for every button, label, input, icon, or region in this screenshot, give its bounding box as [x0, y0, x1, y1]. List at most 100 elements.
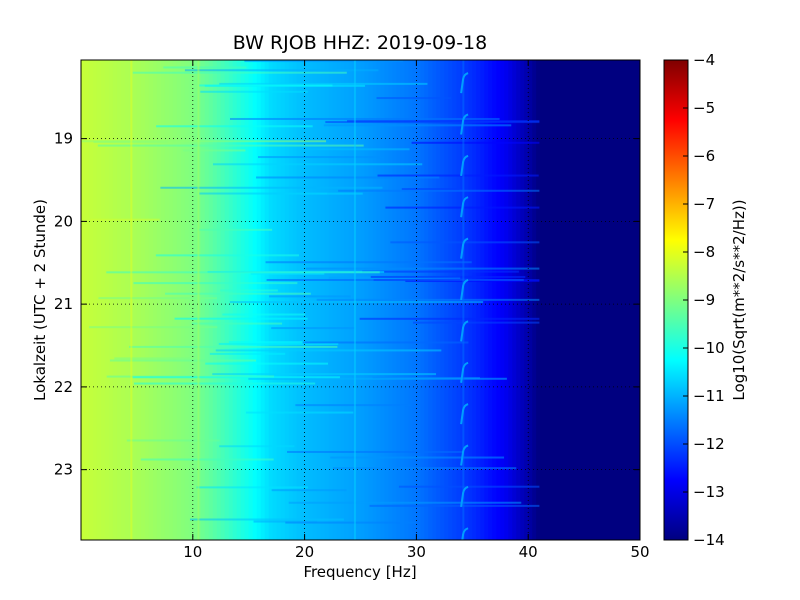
spectrogram-column — [632, 60, 637, 540]
x-tick-label: 20 — [295, 543, 314, 561]
spectrogram-column — [312, 60, 318, 540]
spectrogram-streak — [114, 357, 190, 360]
recurring-feature — [460, 113, 469, 135]
spectrogram-column — [160, 60, 166, 540]
spectrogram-streak — [156, 125, 313, 128]
spectrogram-streak — [316, 298, 540, 301]
spectrogram-streak — [140, 458, 274, 461]
spectrogram-streak — [97, 144, 364, 147]
spectrogram-column — [216, 60, 222, 540]
y-tick-label: 21 — [54, 295, 73, 313]
spectrogram-column — [564, 60, 569, 540]
spectrogram-column — [620, 60, 625, 540]
spectrogram-column — [596, 60, 601, 540]
spectrogram-column — [124, 60, 130, 540]
recurring-feature — [460, 485, 469, 508]
spectrogram-column — [232, 60, 238, 540]
spectrogram-column — [136, 60, 142, 540]
spectrogram-streak — [184, 69, 379, 72]
spectrogram-streak — [199, 192, 327, 195]
spectrogram-column — [584, 60, 589, 540]
spectrogram-streak — [132, 71, 347, 74]
spectrogram-streak — [196, 486, 308, 489]
grid-lines — [81, 60, 640, 540]
spectrogram-column — [264, 60, 270, 540]
spectrogram-column — [156, 60, 162, 540]
spectrogram-streak — [213, 163, 423, 166]
spectrogram-streak — [174, 317, 308, 320]
spectrogram-column — [636, 60, 640, 540]
spectrogram-streak — [222, 313, 306, 316]
spectral-line — [353, 60, 356, 540]
spectrogram-streak — [82, 140, 327, 143]
spectrogram-streak — [338, 189, 540, 192]
spectrogram-column — [552, 60, 557, 540]
spectrogram-streak — [288, 501, 522, 504]
spectrogram-column — [588, 60, 593, 540]
spectrogram-streak — [405, 280, 540, 283]
spectrogram-column — [228, 60, 234, 540]
spectrogram-streak — [209, 352, 286, 355]
spectrogram-streak — [332, 467, 517, 470]
spectrogram-streak — [229, 117, 500, 120]
colorbar-tick-label: −9 — [693, 291, 715, 309]
spectrogram-column — [112, 60, 118, 540]
recurring-feature — [460, 154, 469, 177]
x-axis-ticks: 10 20 30 40 50 — [183, 60, 650, 561]
spectrogram-streak — [219, 445, 295, 448]
spectrogram-column — [280, 60, 286, 540]
spectrogram-streak — [212, 373, 437, 376]
spectrogram-column — [560, 60, 565, 540]
spectrogram-column — [208, 60, 214, 540]
recurring-feature — [460, 403, 469, 425]
spectrogram-streak — [200, 90, 308, 93]
spectrogram-column — [300, 60, 306, 540]
spectrogram-column — [288, 60, 294, 540]
spectrogram-column — [120, 60, 126, 540]
spectrogram-column — [600, 60, 605, 540]
y-axis-label: Lokalzeit (UTC + 2 Stunde) — [31, 199, 49, 401]
spectrogram-column — [152, 60, 158, 540]
spectrogram-column — [276, 60, 282, 540]
colorbar-tick-label: −6 — [693, 147, 715, 165]
spectrogram-streak — [218, 342, 339, 345]
spectrogram-column — [108, 60, 114, 540]
spectrogram-streak — [401, 188, 460, 191]
spectrogram-column — [100, 60, 106, 540]
spectrogram-column — [272, 60, 278, 540]
recurring-feature — [460, 444, 469, 466]
recurring-feature — [461, 527, 469, 540]
spectrogram-streak — [89, 326, 218, 329]
spectrogram-column — [604, 60, 609, 540]
spectrogram-streak — [266, 278, 524, 281]
x-tick-label: 40 — [519, 543, 538, 561]
colorbar-ticks: −4 −5 −6 −7 −8 −9 −10 −11 −12 −13 −14 — [683, 51, 725, 549]
spectrogram-column — [612, 60, 617, 540]
spectrogram-column — [164, 60, 170, 540]
spectrogram-column — [88, 60, 94, 540]
spectrogram-column — [144, 60, 150, 540]
spectrogram-streak — [163, 66, 247, 69]
spectrogram-streak — [191, 322, 283, 325]
spectrogram-streak — [189, 518, 344, 521]
spectrogram-column — [296, 60, 302, 540]
recurring-feature — [460, 279, 469, 301]
colorbar-tick-label: −7 — [693, 195, 715, 213]
spectrogram-column — [81, 60, 86, 540]
spectrogram-column — [104, 60, 110, 540]
spectrogram-streak — [269, 295, 351, 298]
spectrogram-streak — [106, 271, 380, 274]
colorbar-tick-label: −5 — [693, 99, 715, 117]
spectrogram-column — [292, 60, 298, 540]
spectrogram-column — [172, 60, 178, 540]
y-tick-label: 22 — [54, 378, 73, 396]
recurring-feature — [460, 196, 469, 218]
recurring-feature — [460, 361, 469, 383]
spectrogram-streak — [305, 267, 540, 270]
spectrogram-streak — [132, 376, 340, 379]
spectrogram-column — [240, 60, 246, 540]
spectral-line — [462, 60, 465, 540]
colorbar-tick-label: −8 — [693, 243, 715, 261]
spectral-line — [130, 60, 133, 540]
spectrogram-column — [284, 60, 290, 540]
